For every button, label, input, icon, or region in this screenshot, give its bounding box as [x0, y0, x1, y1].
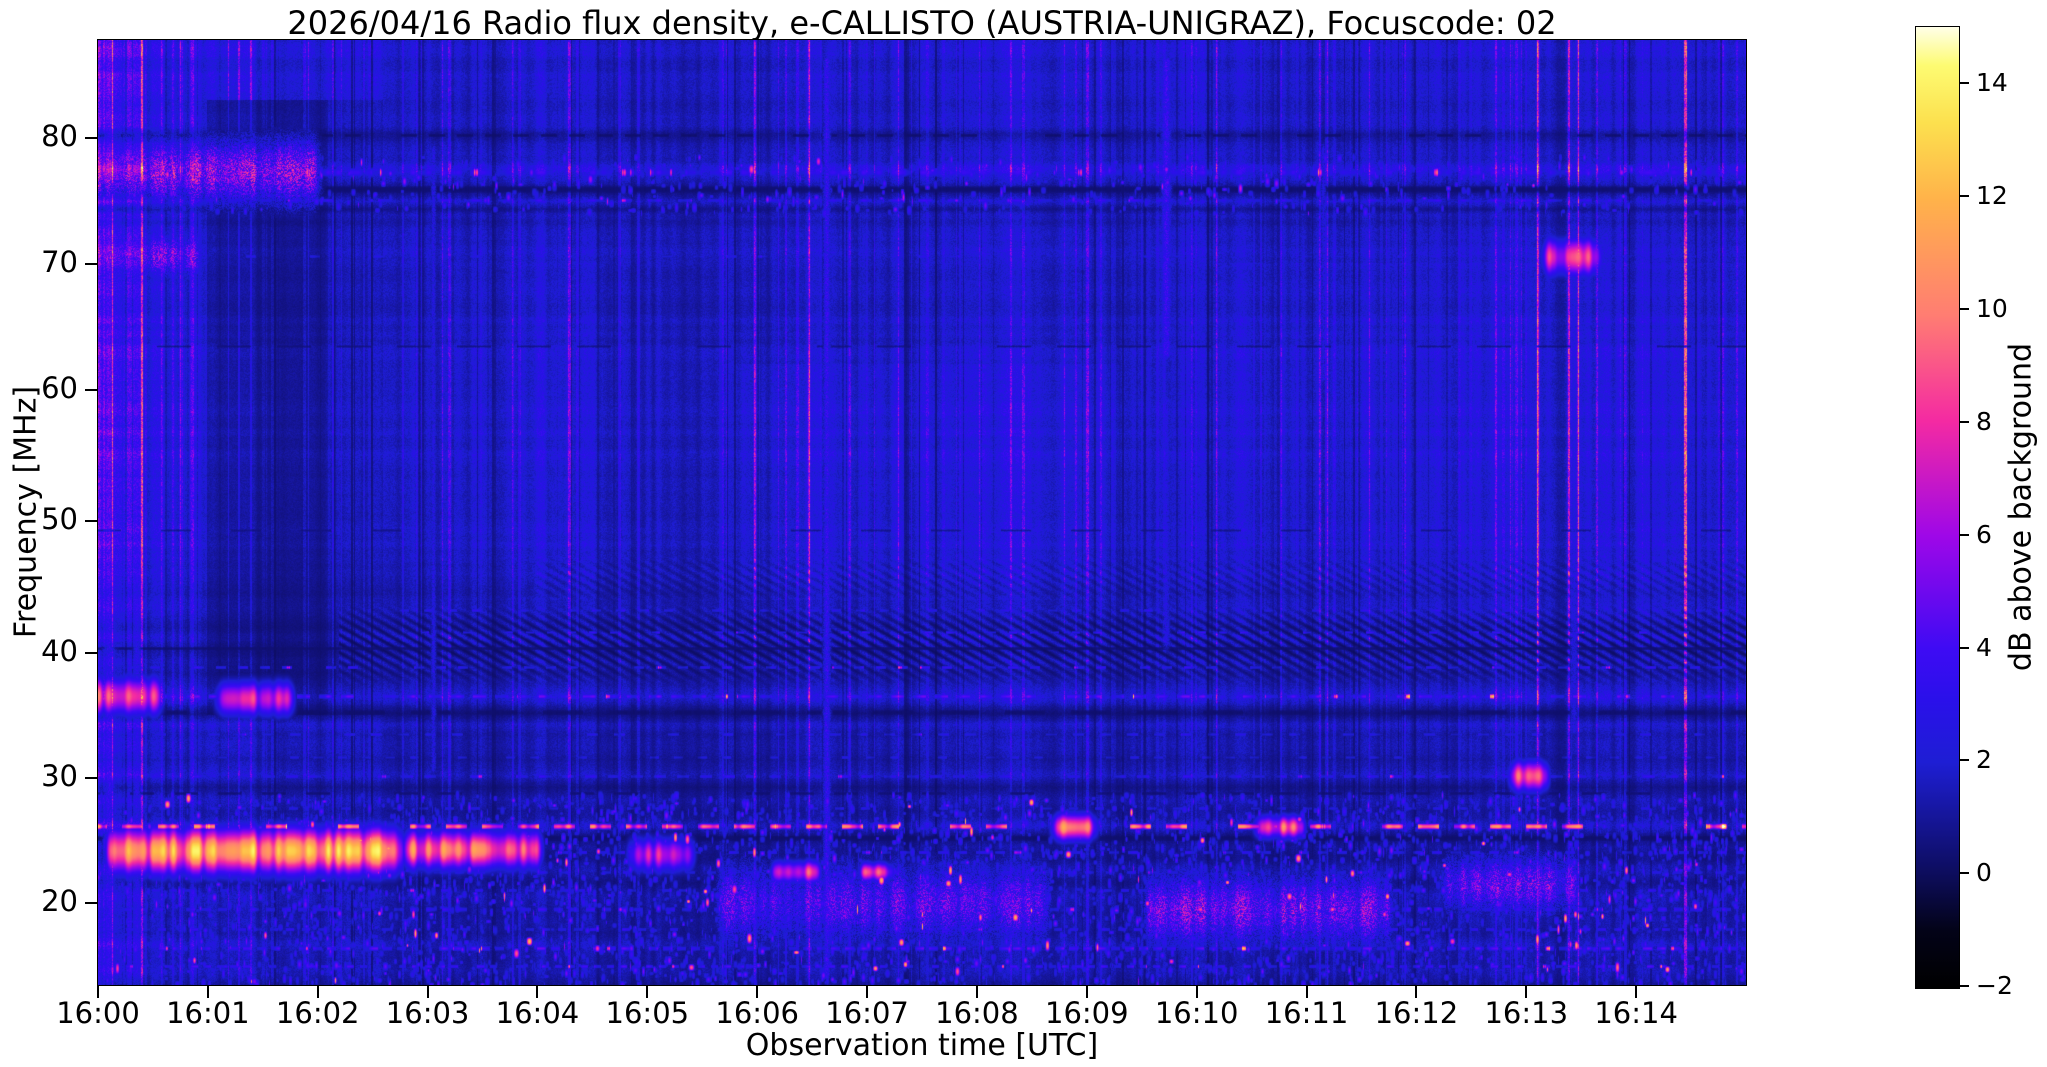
x-tick-mark [866, 986, 869, 998]
colorbar-tick-label: 8 [1976, 406, 1992, 436]
x-tick-mark [1195, 986, 1198, 998]
colorbar-tick-mark [1960, 872, 1969, 875]
x-tick-mark [975, 986, 978, 998]
colorbar-tick-mark [1960, 533, 1969, 536]
x-tick-mark [646, 986, 649, 998]
x-axis-label: Observation time [UTC] [745, 1028, 1099, 1063]
colorbar-tick-mark [1960, 308, 1969, 311]
colorbar-tick-label: 14 [1976, 68, 2008, 98]
spectrogram-heatmap [98, 40, 1746, 985]
y-tick-label: 40 [41, 634, 78, 669]
colorbar-tick-mark [1960, 759, 1969, 762]
colorbar-label: dB above background [2003, 342, 2039, 672]
x-tick-label: 16:02 [275, 996, 360, 1030]
x-tick-label: 16:04 [495, 996, 580, 1030]
x-tick-mark [1635, 986, 1638, 998]
x-tick-mark [97, 986, 99, 998]
y-tick-mark [85, 388, 97, 391]
plot-area [97, 39, 1747, 986]
x-tick-mark [536, 986, 539, 998]
y-tick-label: 60 [41, 370, 78, 405]
y-tick-mark [85, 901, 97, 904]
x-tick-mark [1305, 986, 1308, 998]
y-tick-mark [85, 262, 97, 265]
x-tick-mark [1525, 986, 1528, 998]
x-tick-mark [756, 986, 759, 998]
colorbar-tick-mark [1960, 420, 1969, 423]
x-tick-label: 16:14 [1594, 996, 1678, 1030]
x-tick-mark [316, 986, 319, 998]
y-tick-label: 80 [41, 119, 78, 154]
colorbar-tick-label: 12 [1976, 181, 2008, 211]
y-tick-label: 50 [41, 502, 78, 536]
colorbar-tick-label: 0 [1976, 858, 1992, 888]
x-tick-mark [206, 986, 209, 998]
colorbar-tick-mark [1960, 646, 1969, 649]
y-tick-mark [85, 520, 97, 522]
x-tick-mark [1415, 986, 1418, 998]
y-tick-mark [85, 652, 97, 655]
x-tick-label: 16:05 [605, 996, 690, 1030]
y-tick-label: 70 [41, 244, 78, 279]
y-tick-mark [85, 777, 97, 780]
x-tick-label: 16:11 [1264, 996, 1349, 1030]
colorbar-tick-label: 6 [1976, 519, 1992, 549]
x-tick-label: 16:13 [1484, 996, 1569, 1030]
colorbar-tick-mark [1960, 195, 1969, 198]
x-tick-mark [1085, 986, 1088, 998]
colorbar [1915, 26, 1960, 989]
colorbar-tick-mark [1960, 82, 1969, 85]
colorbar-tick-label: −2 [1976, 971, 2013, 1000]
colorbar-tick-label: 4 [1976, 632, 1992, 662]
colorbar-tick-mark [1960, 985, 1969, 987]
y-tick-mark [85, 137, 97, 140]
colorbar-tick-label: 10 [1976, 294, 2008, 324]
y-tick-label: 20 [41, 883, 78, 918]
colorbar-tick-label: 2 [1976, 745, 1992, 775]
x-tick-label: 16:08 [935, 996, 1019, 1030]
x-tick-label: 16:03 [385, 996, 470, 1030]
y-tick-label: 30 [41, 759, 78, 794]
x-tick-label: 16:06 [715, 996, 799, 1030]
chart-title: 2026/04/16 Radio flux density, e-CALLIST… [287, 4, 1557, 42]
x-tick-label: 16:00 [56, 996, 140, 1030]
x-tick-label: 16:10 [1154, 996, 1239, 1030]
x-tick-label: 16:01 [166, 996, 250, 1030]
x-tick-label: 16:07 [825, 996, 909, 1030]
x-tick-mark [426, 986, 429, 998]
x-tick-label: 16:09 [1045, 996, 1129, 1030]
x-tick-label: 16:12 [1374, 996, 1459, 1030]
